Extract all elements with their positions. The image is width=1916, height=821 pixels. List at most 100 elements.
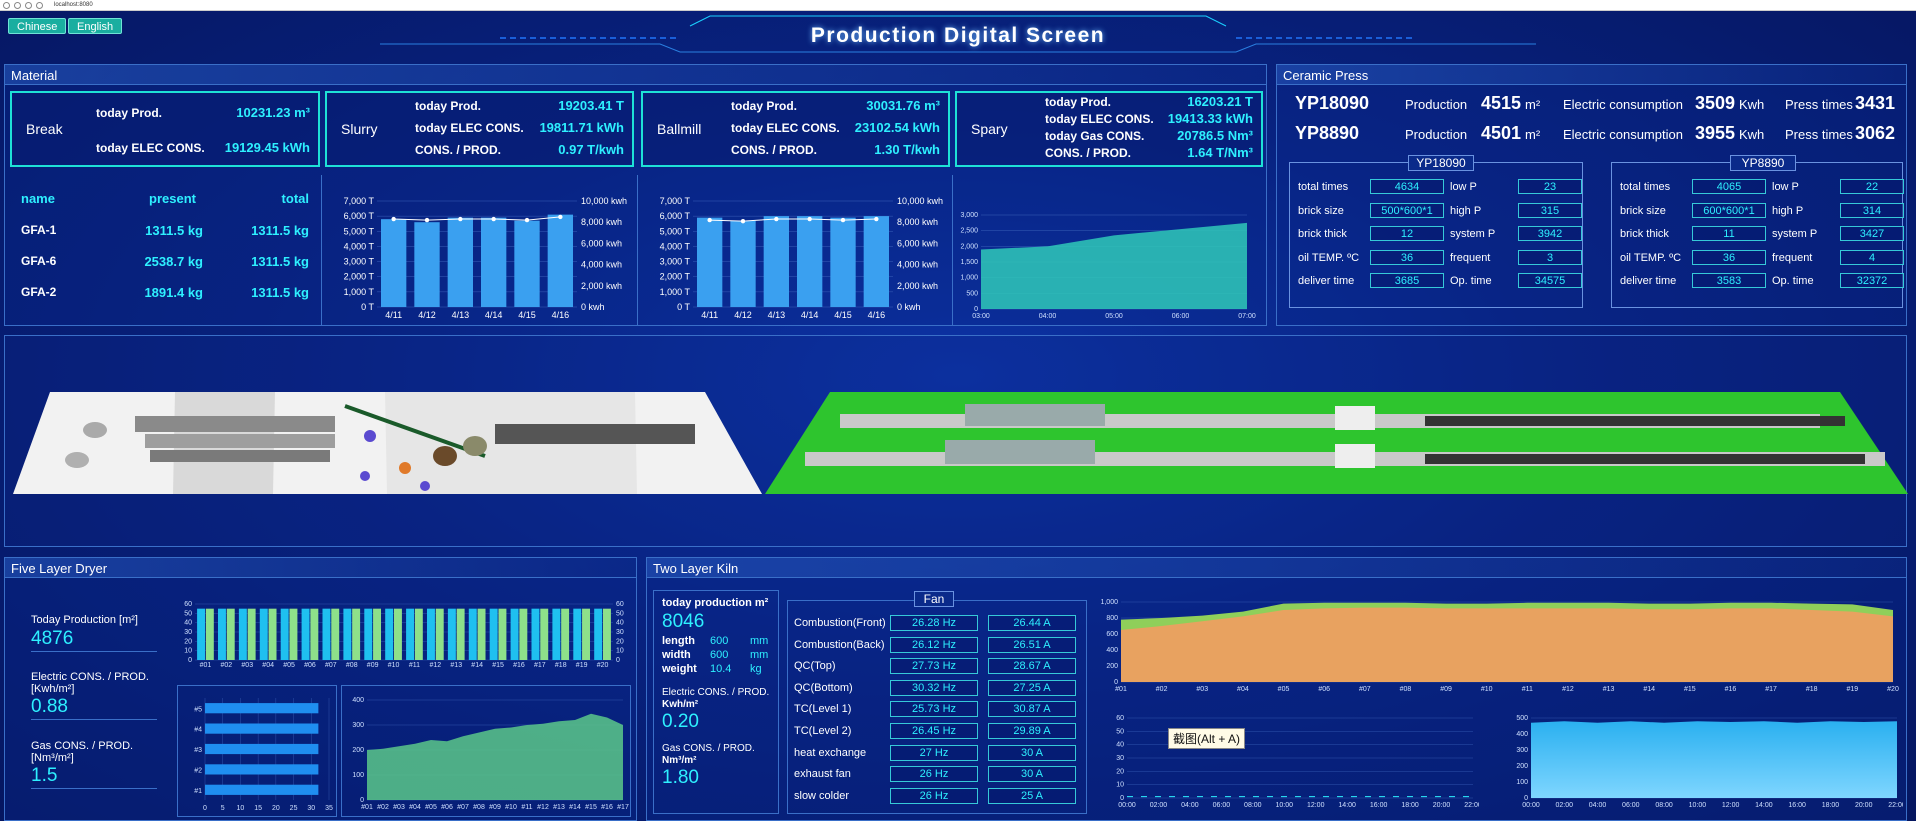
bar [226, 608, 235, 660]
bar [602, 608, 611, 660]
reload-icon[interactable] [25, 2, 32, 9]
break-card: Break today Prod. 10231.23 m³ today ELEC… [10, 91, 320, 167]
y-tick-label: 400 [352, 697, 364, 704]
y2-tick-label: 4,000 kwh [897, 260, 938, 270]
divider [31, 651, 157, 652]
y-tick-label: 20 [1116, 768, 1124, 775]
field-label: frequent [1450, 251, 1491, 264]
x-tick-label: 4/15 [518, 310, 536, 320]
x-tick-label: 18:00 [1822, 802, 1840, 809]
x-tick-label: #08 [346, 662, 358, 668]
row-name: GFA-6 [21, 254, 57, 268]
lang-english-button[interactable]: English [68, 18, 123, 34]
x-tick-label: 12:00 [1307, 802, 1325, 809]
bar [573, 608, 582, 660]
x-tick-label: #17 [1765, 686, 1777, 693]
back-icon[interactable] [3, 2, 10, 9]
dryer-area-frame [341, 685, 631, 817]
y-tick-label: 1,500 [960, 259, 978, 266]
field-value: 3583 [1692, 273, 1766, 288]
fan-frequency: 25.73 Hz [890, 701, 978, 718]
x-tick-label: #02 [377, 804, 389, 811]
y-tick-label: 1,000 T [660, 287, 691, 297]
fan-name: exhaust fan [794, 768, 851, 781]
kiln-length-value: 600 [710, 635, 729, 647]
field-label: deliver time [1298, 275, 1355, 287]
x-tick-label: #05 [283, 662, 295, 668]
y-tick-label: 0 [1524, 795, 1528, 802]
kiln-prod-value: 8046 [662, 611, 705, 632]
x-tick-label: #14 [569, 804, 581, 811]
production-label: Production [1405, 127, 1468, 142]
bar [385, 608, 394, 660]
y-tick-label: 6,000 T [660, 211, 691, 221]
divider [637, 175, 638, 325]
dryer-elec-label: Electric CONS. / PROD. [Kwh/m²] [31, 671, 149, 695]
line-point [774, 216, 779, 222]
divider [31, 719, 157, 720]
bar [552, 608, 561, 660]
bar [364, 608, 373, 660]
x-tick-label: #18 [1806, 686, 1818, 693]
x-tick-label: 07:00 [1238, 313, 1256, 320]
y-tick-label: #2 [194, 767, 202, 774]
home-icon[interactable] [36, 2, 43, 9]
y-tick-label: 7,000 T [660, 196, 691, 206]
bar [456, 608, 465, 660]
bar [322, 608, 331, 660]
y2-tick-label: 6,000 kwh [581, 238, 622, 248]
bar [763, 216, 789, 307]
field-value: 23 [1518, 179, 1582, 194]
kiln-panel-header [647, 558, 1906, 578]
row-present: 1311.5 kg [145, 223, 203, 238]
address-bar[interactable]: localhost:8080 [54, 2, 93, 8]
x-tick-label: #05 [1278, 686, 1290, 693]
y2-tick-label: 10,000 kwh [581, 196, 627, 206]
field-label: brick size [1298, 204, 1344, 217]
slurry-name: Slurry [341, 121, 378, 137]
y2-tick-label: 0 kwh [897, 302, 921, 312]
x-tick-label: 15 [254, 805, 262, 812]
fan-frequency: 26 Hz [890, 787, 978, 804]
bar [468, 608, 477, 660]
field-value: 3427 [1840, 226, 1904, 241]
y-tick-label: 40 [184, 620, 192, 627]
y2-tick-label: 8,000 kwh [897, 217, 938, 227]
break-prod-label: today Prod. [96, 106, 163, 120]
fan-name: QC(Top) [794, 660, 836, 673]
header-decoration [380, 15, 1536, 53]
screenshot-tooltip: 截图(Alt + A) [1168, 728, 1246, 749]
bar [830, 217, 856, 307]
kiln-summary-card: today production m² 8046 length 600 mm w… [653, 590, 779, 814]
ballmill-bar-chart: 0 T 1,000 T 2,000 T 3,000 T 4,000 T 5,000 T 6,… [660, 196, 943, 320]
lang-chinese-button[interactable]: Chinese [8, 18, 67, 34]
y-tick-label: 300 [352, 722, 364, 729]
spary-elec-value: 19413.33 kWh [1167, 111, 1253, 126]
field-label: low P [1450, 181, 1477, 193]
fan-frequency: 30.32 Hz [890, 679, 978, 696]
kiln-prod-unit: m² [754, 597, 769, 609]
x-tick-label: 08:00 [1655, 802, 1673, 809]
slurry-ratio-label: CONS. / PROD. [415, 143, 502, 157]
bar [301, 608, 310, 660]
bar [414, 222, 440, 307]
bar [205, 764, 319, 775]
x-tick-label: #13 [553, 804, 565, 811]
x-tick-label: 4/11 [385, 310, 402, 320]
field-label: high P [1450, 204, 1482, 217]
y-tick-label: 60 [1116, 715, 1124, 722]
forward-icon[interactable] [14, 2, 21, 9]
x-tick-label: 4/11 [701, 310, 718, 320]
fan-current: 26.44 A [988, 615, 1076, 631]
y-tick-label: 0 [188, 657, 192, 664]
field-label: total times [1620, 181, 1671, 193]
bar [373, 608, 382, 660]
dryer-hbar-frame [177, 685, 337, 817]
x-tick-label: 12:00 [1722, 802, 1740, 809]
spary-ratio-label: CONS. / PROD. [1045, 146, 1132, 160]
y-tick-label: 3,000 [960, 212, 978, 219]
header-total: total [281, 191, 309, 206]
bar [797, 216, 823, 307]
kiln-weight-unit: kg [750, 663, 762, 675]
x-tick-label: 03:00 [972, 313, 990, 320]
